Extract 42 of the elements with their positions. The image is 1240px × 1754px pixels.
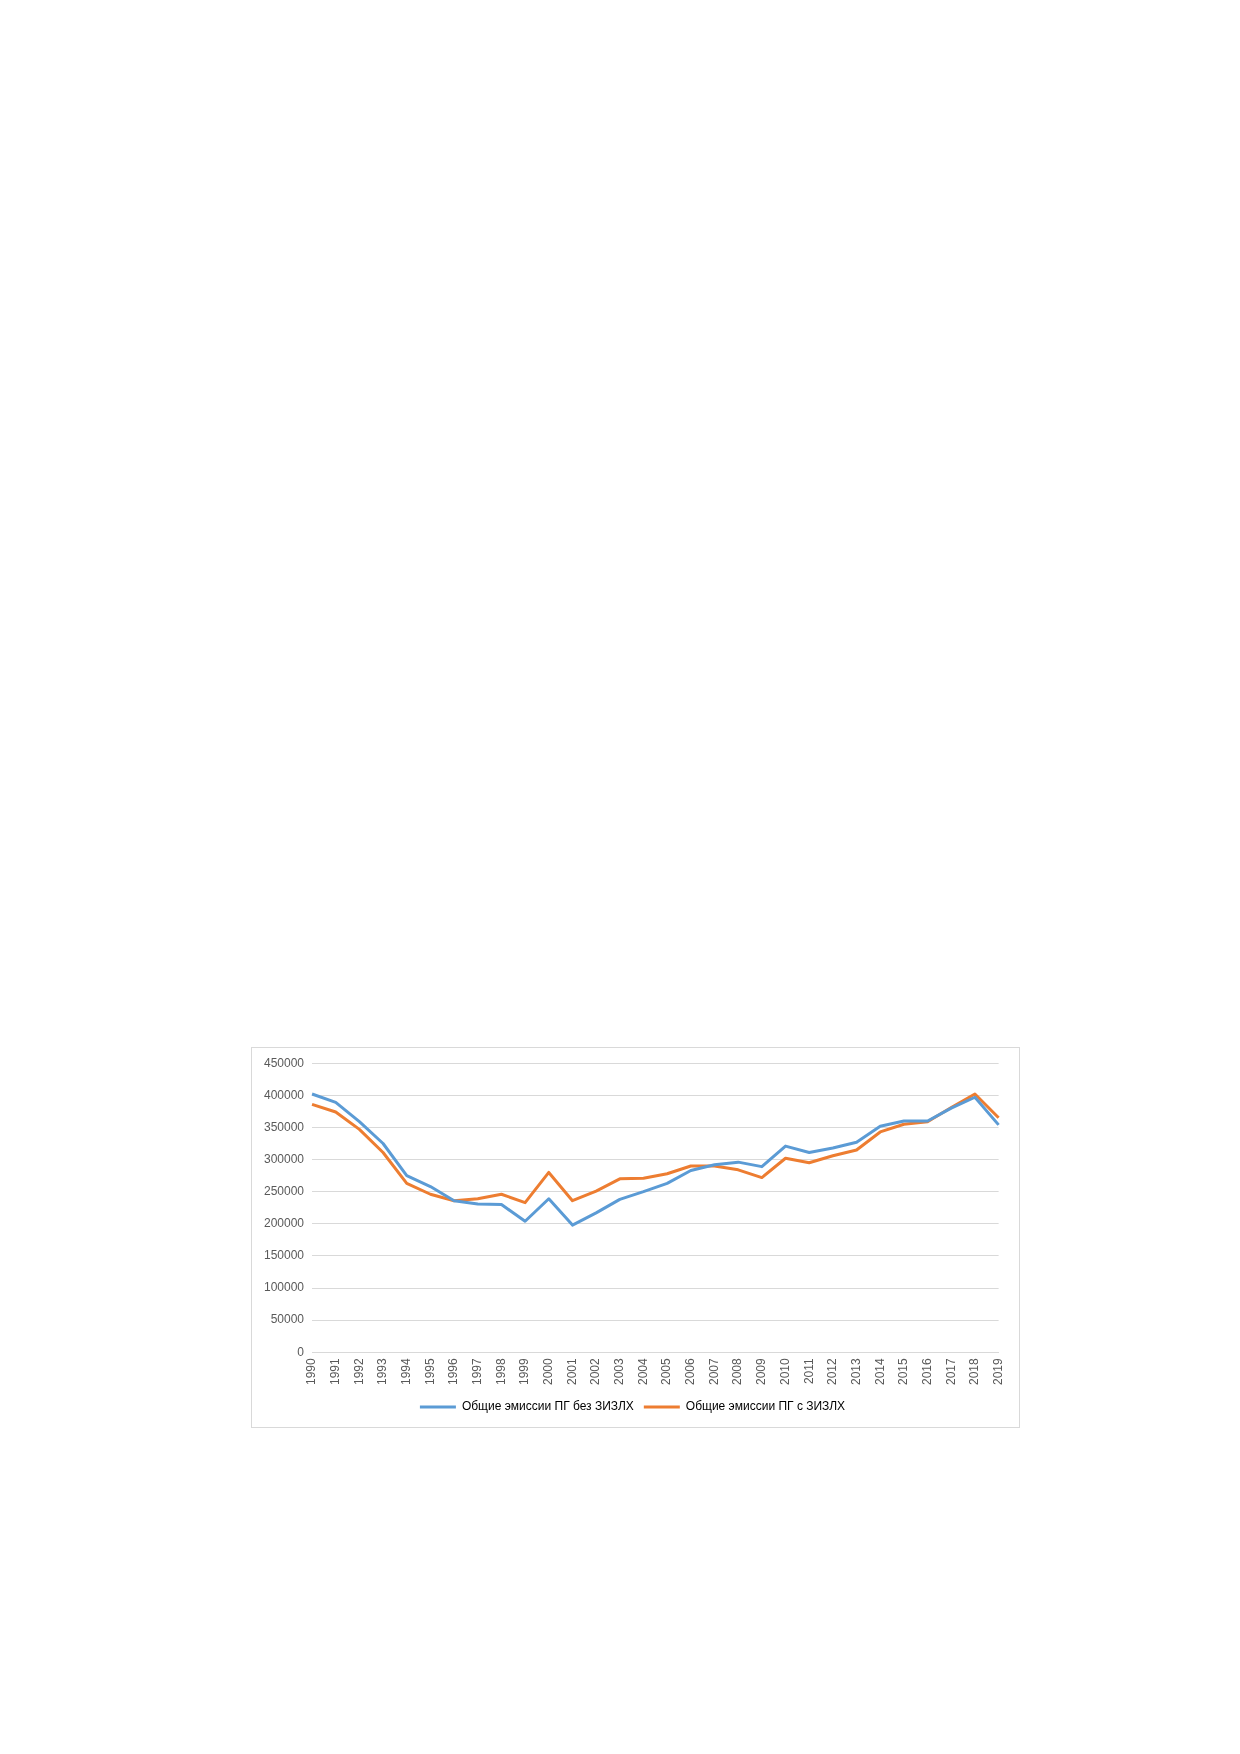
- x-tick-label: 2005: [659, 1357, 674, 1386]
- x-tick-label: 2017: [943, 1357, 958, 1386]
- y-tick-label: 100000: [264, 1280, 305, 1295]
- x-tick-label: 1999: [517, 1357, 532, 1386]
- x-tick-label: 1996: [446, 1357, 461, 1386]
- x-tick-label: 1997: [470, 1357, 485, 1386]
- x-tick-label: 2012: [825, 1357, 840, 1386]
- x-tick-label: 2001: [564, 1357, 579, 1386]
- x-tick-label: 2016: [919, 1357, 934, 1386]
- y-tick-label: 400000: [264, 1087, 305, 1102]
- y-tick-label: 50000: [270, 1312, 305, 1327]
- y-tick-label: 200000: [264, 1216, 305, 1231]
- y-tick-label: 250000: [264, 1184, 305, 1198]
- x-tick-label: 2007: [706, 1357, 721, 1386]
- y-tick-label: 450000: [264, 1055, 305, 1070]
- legend-label: Общие эмиссии ПГ с ЗИЗЛХ: [685, 1399, 846, 1414]
- y-tick-label: 350000: [264, 1119, 305, 1134]
- x-tick-label: 1998: [493, 1357, 508, 1386]
- legend-label: Общие эмиссии ПГ без ЗИЗЛХ: [461, 1399, 634, 1414]
- x-tick-label: 2003: [612, 1357, 627, 1386]
- x-tick-label: 2013: [848, 1357, 863, 1386]
- x-tick-label: 2000: [541, 1357, 556, 1386]
- y-tick-label: 300000: [264, 1151, 305, 1166]
- x-tick-label: 2008: [730, 1357, 745, 1386]
- x-tick-label: 1994: [399, 1357, 414, 1386]
- x-tick-label: 1990: [304, 1357, 319, 1386]
- x-tick-label: 2004: [635, 1357, 650, 1386]
- x-tick-label: 2014: [872, 1357, 887, 1386]
- y-tick-label: 150000: [264, 1248, 305, 1263]
- x-tick-label: 1992: [351, 1357, 366, 1386]
- y-tick-label: 0: [297, 1344, 305, 1359]
- x-tick-label: 1991: [328, 1357, 343, 1386]
- x-tick-label: 1995: [422, 1357, 437, 1386]
- x-tick-label: 2010: [777, 1357, 792, 1386]
- x-tick-label: 2002: [588, 1357, 603, 1386]
- x-tick-label: 1993: [375, 1357, 390, 1386]
- x-tick-label: 2019: [990, 1357, 1005, 1386]
- x-tick-label: 2011: [801, 1357, 816, 1385]
- x-tick-label: 2018: [967, 1357, 982, 1386]
- x-tick-label: 2009: [754, 1357, 769, 1386]
- x-tick-label: 2006: [683, 1357, 698, 1386]
- x-tick-label: 2015: [896, 1357, 911, 1386]
